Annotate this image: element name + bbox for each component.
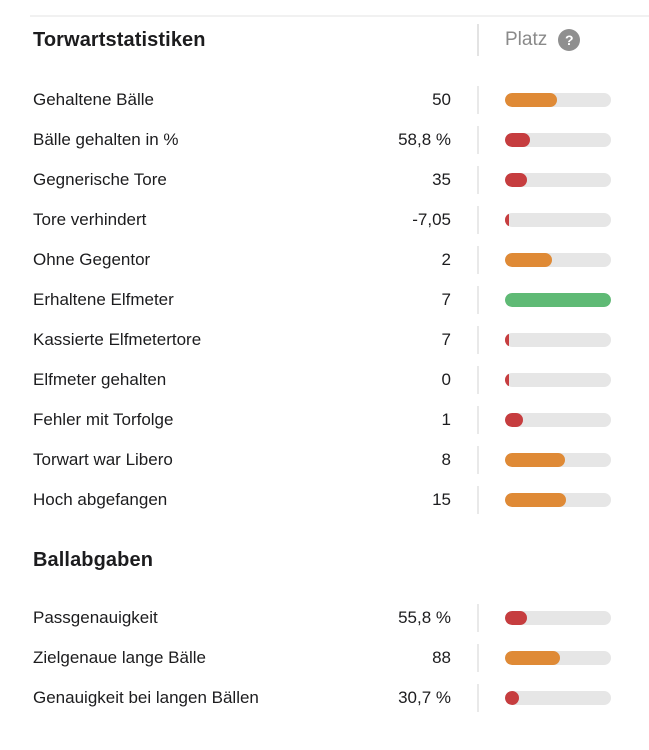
stat-row: Zielgenaue lange Bälle 88 <box>33 638 611 678</box>
rank-bar-fill <box>505 133 531 147</box>
rank-bar-track <box>505 493 611 507</box>
stat-row: Tore verhindert -7,05 <box>33 200 611 240</box>
question-mark-icon[interactable]: ? <box>558 29 581 51</box>
stat-value: 0 <box>441 370 451 389</box>
stat-label: Tore verhindert <box>33 210 147 229</box>
row-column-divider <box>477 644 479 672</box>
stat-row: Kassierte Elfmetertore 7 <box>33 320 611 360</box>
row-column-divider <box>477 326 479 354</box>
stat-value: 55,8 % <box>398 608 451 627</box>
header-column-divider <box>477 24 479 56</box>
stat-row: Bälle gehalten in % 58,8 % <box>33 120 611 160</box>
rank-column-header: Platz ? <box>505 29 611 51</box>
stat-value: 30,7 % <box>398 688 451 707</box>
section-title-goalkeeping: Torwartstatistiken <box>33 28 206 51</box>
rank-bar-fill <box>505 373 510 387</box>
stat-value: 7 <box>441 330 451 349</box>
stat-label: Genauigkeit bei langen Bällen <box>33 688 259 707</box>
stat-label: Ohne Gegentor <box>33 250 151 269</box>
distribution-stats-list: Passgenauigkeit 55,8 % Zielgenaue lange … <box>33 598 611 718</box>
row-column-divider <box>477 406 479 434</box>
stat-label: Erhaltene Elfmeter <box>33 290 174 309</box>
rank-bar-track <box>505 173 611 187</box>
stat-label: Hoch abgefangen <box>33 490 168 509</box>
rank-bar-track <box>505 333 611 347</box>
rank-bar-track <box>505 453 611 467</box>
stat-row: Passgenauigkeit 55,8 % <box>33 598 611 638</box>
rank-column-label: Platz <box>505 29 548 50</box>
rank-bar-fill <box>505 413 524 427</box>
rank-bar-track <box>505 691 611 705</box>
row-column-divider <box>477 86 479 114</box>
row-column-divider <box>477 286 479 314</box>
rank-bar-track <box>505 373 611 387</box>
goalkeeping-stats-list: Gehaltene Bälle 50 Bälle gehalten in % 5… <box>33 80 611 520</box>
stat-row: Genauigkeit bei langen Bällen 30,7 % <box>33 678 611 718</box>
section-header-goalkeeping: Torwartstatistiken Platz ? <box>33 12 611 68</box>
rank-bar-fill <box>505 691 519 705</box>
stat-row: Erhaltene Elfmeter 7 <box>33 280 611 320</box>
rank-bar-fill <box>505 651 561 665</box>
stat-value: -7,05 <box>412 210 451 229</box>
row-column-divider <box>477 366 479 394</box>
row-column-divider <box>477 166 479 194</box>
rank-bar-fill <box>505 333 510 347</box>
stat-row: Torwart war Libero 8 <box>33 440 611 480</box>
stat-row: Hoch abgefangen 15 <box>33 480 611 520</box>
stat-label: Torwart war Libero <box>33 450 173 469</box>
stat-row: Ohne Gegentor 2 <box>33 240 611 280</box>
rank-bar-fill <box>505 253 552 267</box>
stat-value: 35 <box>432 170 451 189</box>
stat-label: Bälle gehalten in % <box>33 130 179 149</box>
row-column-divider <box>477 126 479 154</box>
rank-bar-fill <box>505 453 566 467</box>
stat-label: Passgenauigkeit <box>33 608 158 627</box>
stat-value: 2 <box>441 250 451 269</box>
rank-bar-fill <box>505 173 528 187</box>
stat-label: Zielgenaue lange Bälle <box>33 648 206 667</box>
stat-value: 7 <box>441 290 451 309</box>
stat-value: 50 <box>432 90 451 109</box>
stat-row: Elfmeter gehalten 0 <box>33 360 611 400</box>
rank-bar-fill <box>505 213 510 227</box>
stat-row: Gegnerische Tore 35 <box>33 160 611 200</box>
top-divider <box>30 15 649 17</box>
stats-panel: Torwartstatistiken Platz ? Gehaltene Bäl… <box>0 12 649 750</box>
rank-bar-track <box>505 253 611 267</box>
rank-bar-track <box>505 293 611 307</box>
row-column-divider <box>477 446 479 474</box>
rank-bar-track <box>505 651 611 665</box>
section-title-distribution: Ballabgaben <box>33 548 154 571</box>
rank-bar-fill <box>505 493 567 507</box>
stat-label: Elfmeter gehalten <box>33 370 167 389</box>
section-header-distribution: Ballabgaben <box>33 534 611 586</box>
rank-bar-track <box>505 213 611 227</box>
stat-label: Fehler mit Torfolge <box>33 410 174 429</box>
stat-value: 15 <box>432 490 451 509</box>
rank-bar-fill <box>505 93 557 107</box>
rank-bar-fill <box>505 611 528 625</box>
stat-value: 58,8 % <box>398 130 451 149</box>
rank-bar-track <box>505 413 611 427</box>
rank-bar-track <box>505 93 611 107</box>
stat-label: Kassierte Elfmetertore <box>33 330 202 349</box>
row-column-divider <box>477 246 479 274</box>
rank-bar-track <box>505 611 611 625</box>
row-column-divider <box>477 486 479 514</box>
stat-value: 8 <box>441 450 451 469</box>
stat-row: Fehler mit Torfolge 1 <box>33 400 611 440</box>
stat-label: Gehaltene Bälle <box>33 90 154 109</box>
rank-bar-fill <box>505 293 611 307</box>
stat-value: 88 <box>432 648 451 667</box>
rank-bar-track <box>505 133 611 147</box>
row-column-divider <box>477 604 479 632</box>
stat-value: 1 <box>441 410 451 429</box>
stat-row: Gehaltene Bälle 50 <box>33 80 611 120</box>
row-column-divider <box>477 684 479 712</box>
row-column-divider <box>477 206 479 234</box>
stat-label: Gegnerische Tore <box>33 170 167 189</box>
